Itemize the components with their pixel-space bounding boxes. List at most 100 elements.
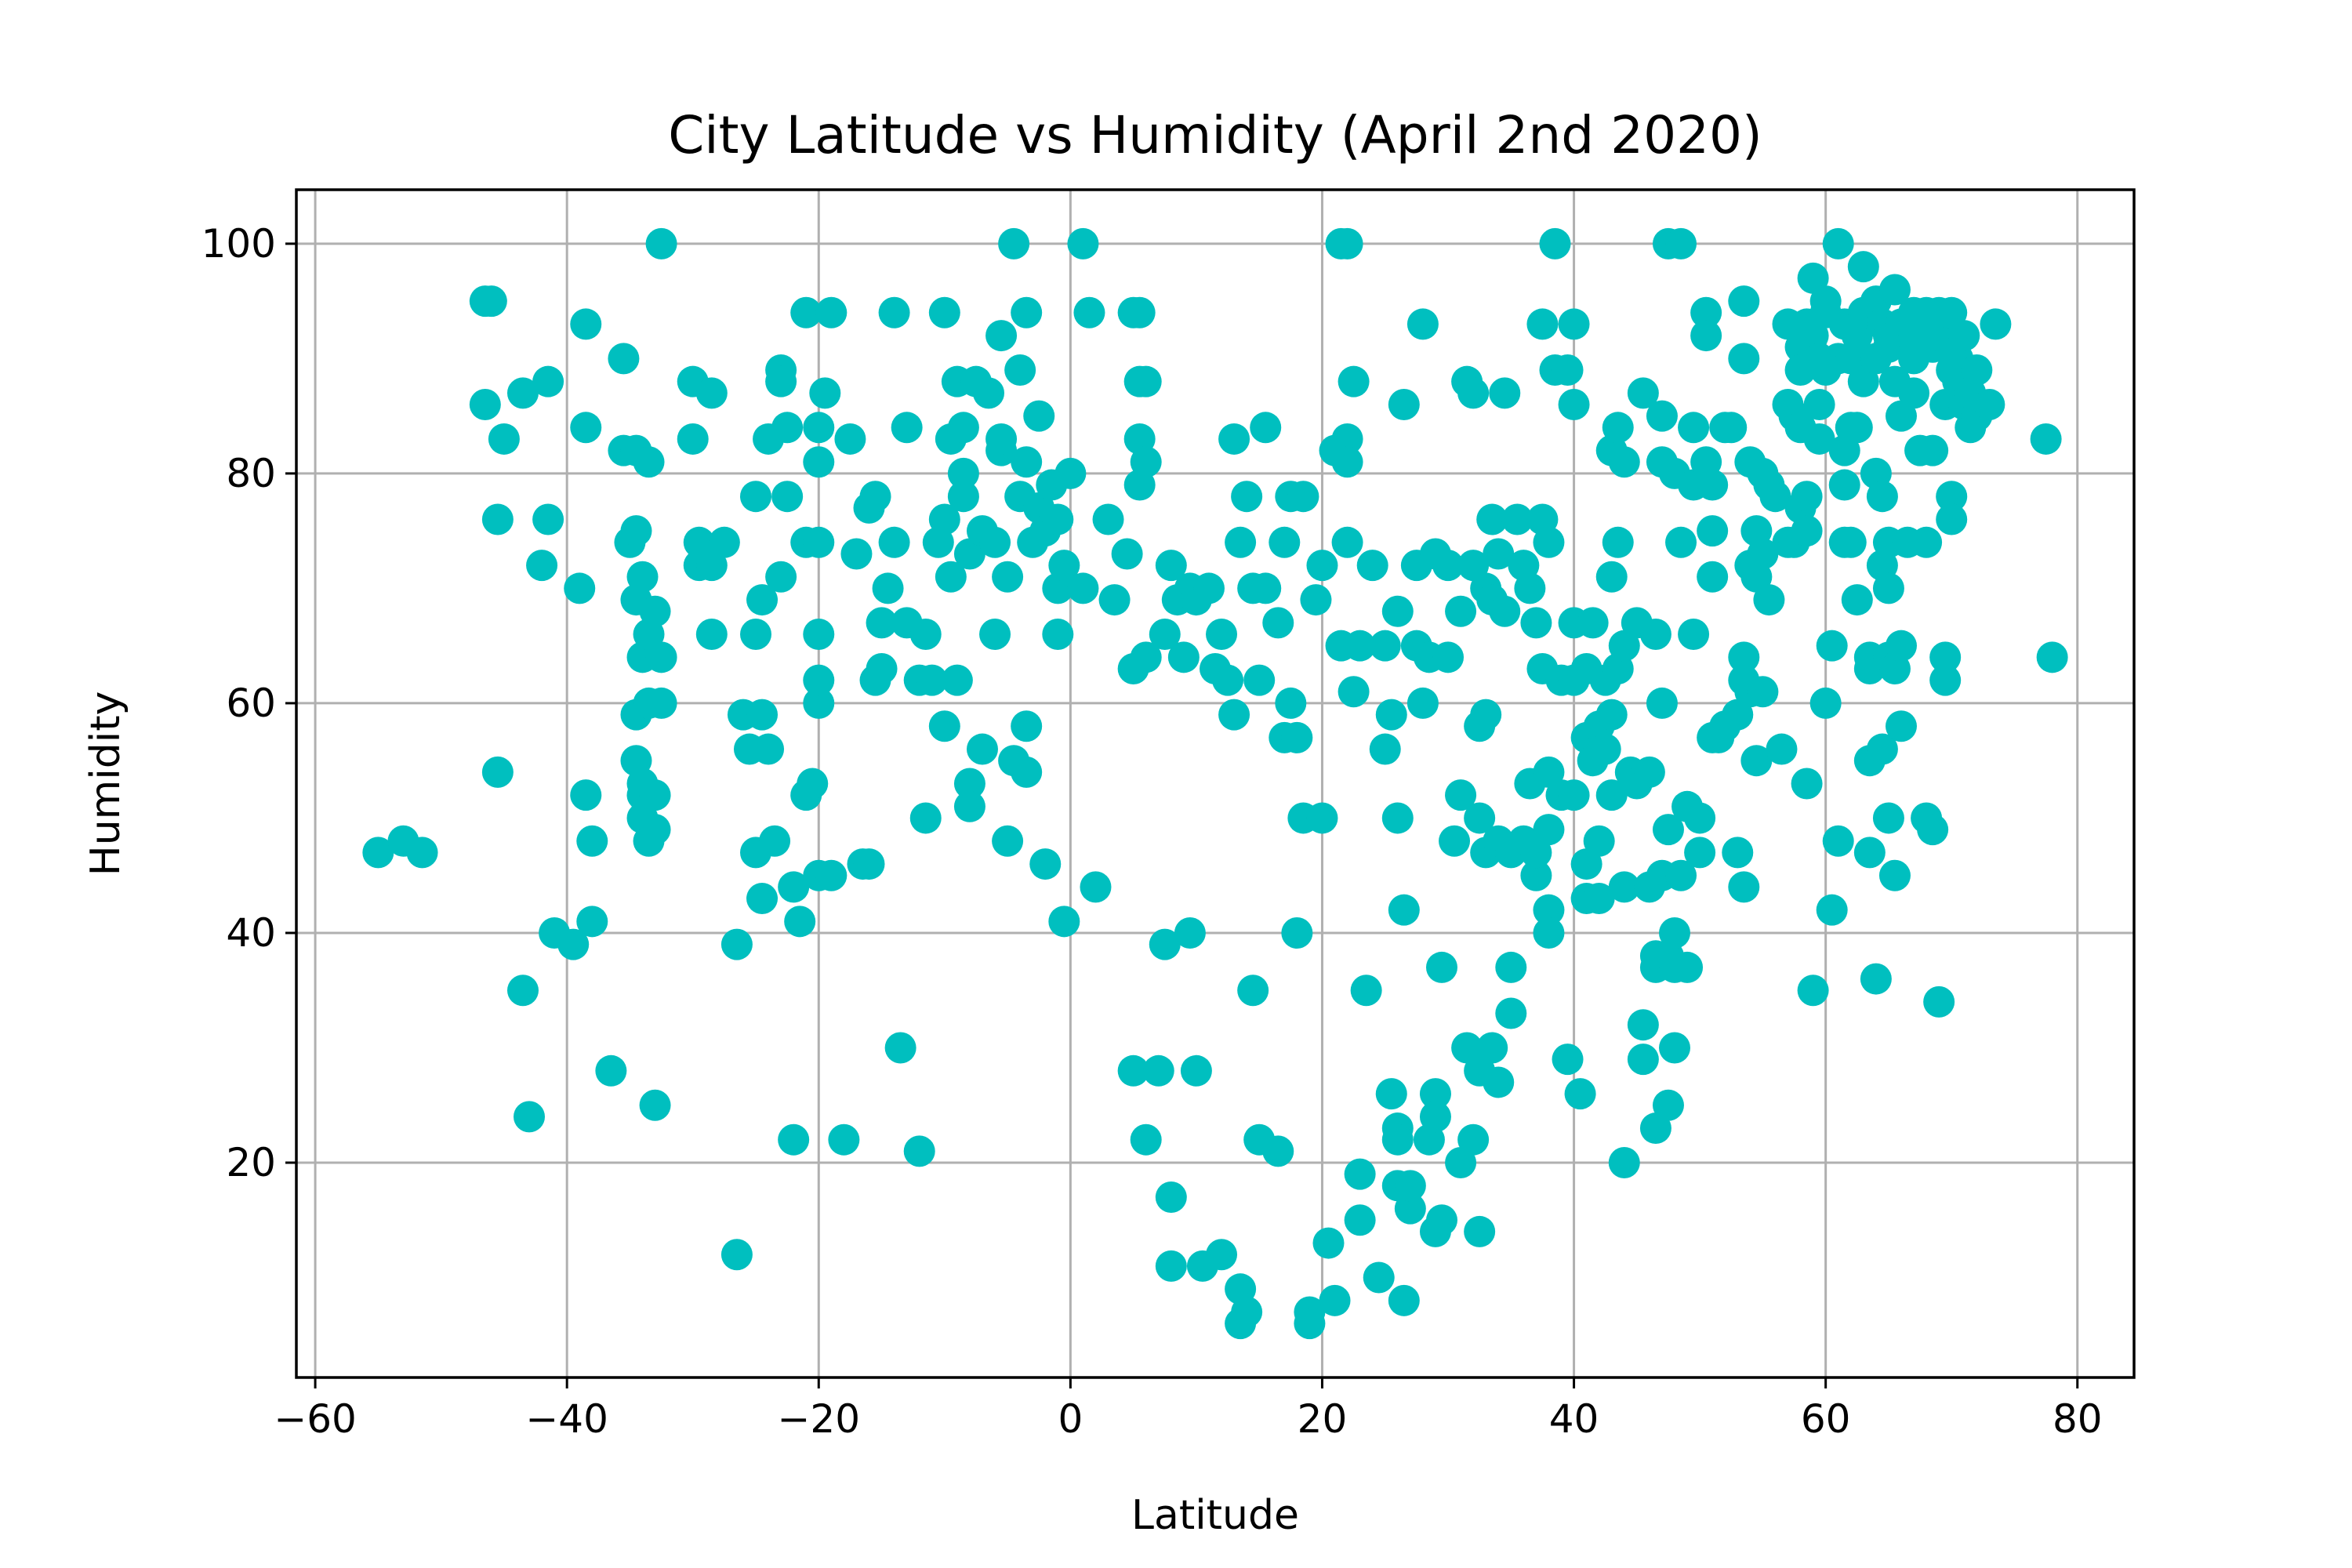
- data-point: [1747, 538, 1779, 570]
- data-point: [1331, 526, 1363, 558]
- data-point: [639, 1089, 671, 1121]
- data-point: [1476, 1032, 1508, 1064]
- data-point: [1697, 469, 1729, 501]
- x-tick-label: 60: [1801, 1396, 1851, 1442]
- data-point: [2030, 423, 2062, 455]
- y-tick-label: 80: [226, 451, 276, 496]
- y-tick-label: 20: [226, 1140, 276, 1185]
- data-point: [1350, 975, 1382, 1007]
- data-point: [1250, 572, 1282, 604]
- data-point: [803, 446, 835, 478]
- data-point: [1275, 687, 1307, 719]
- data-point: [1690, 320, 1722, 352]
- data-point: [985, 320, 1018, 352]
- data-point: [992, 825, 1024, 857]
- data-point: [1464, 802, 1496, 834]
- data-point: [1697, 515, 1729, 547]
- data-point: [1489, 595, 1521, 627]
- data-point: [1602, 412, 1634, 444]
- data-point: [720, 928, 753, 960]
- data-point: [1375, 1078, 1407, 1110]
- data-point: [765, 365, 797, 397]
- data-point: [979, 619, 1011, 651]
- data-point: [1356, 550, 1388, 582]
- data-point: [1646, 400, 1678, 432]
- data-point: [909, 619, 942, 651]
- data-point: [1583, 883, 1615, 915]
- data-point: [1885, 630, 1917, 662]
- data-point: [1381, 802, 1414, 834]
- data-point: [1394, 1192, 1426, 1225]
- data-point: [481, 756, 514, 788]
- data-point: [1262, 607, 1294, 639]
- data-point: [1338, 676, 1370, 708]
- data-point: [790, 296, 822, 328]
- data-point: [1457, 1123, 1490, 1156]
- data-point: [1639, 1112, 1671, 1145]
- data-point: [1130, 641, 1162, 673]
- data-point: [570, 308, 602, 340]
- data-point: [1841, 412, 1873, 444]
- data-point: [1627, 1044, 1659, 1076]
- data-point: [576, 906, 608, 938]
- data-point: [1262, 1135, 1294, 1167]
- data-point: [1344, 1204, 1376, 1236]
- data-point: [406, 837, 438, 869]
- x-tick-label: −40: [525, 1396, 608, 1442]
- data-point: [1860, 963, 1892, 995]
- data-point: [753, 733, 785, 765]
- data-point: [947, 457, 979, 489]
- data-point: [564, 572, 596, 604]
- data-point: [1728, 285, 1760, 318]
- data-point: [1520, 837, 1552, 869]
- data-point: [1558, 779, 1590, 811]
- data-point: [909, 802, 942, 834]
- data-point: [1394, 1170, 1426, 1202]
- data-point: [1331, 423, 1363, 455]
- data-point: [1451, 1032, 1483, 1064]
- data-point: [1080, 871, 1112, 903]
- data-point: [953, 538, 985, 570]
- data-point: [1803, 423, 1835, 455]
- data-point: [1073, 296, 1105, 328]
- data-point: [1728, 871, 1760, 903]
- data-point: [506, 975, 539, 1007]
- data-point: [1639, 619, 1671, 651]
- data-point: [1936, 481, 1968, 513]
- data-point: [1011, 296, 1043, 328]
- data-point: [884, 1032, 916, 1064]
- data-point: [475, 285, 507, 318]
- data-point: [1552, 1044, 1584, 1076]
- data-point: [1917, 434, 1949, 466]
- data-point: [1011, 710, 1043, 742]
- data-point: [1369, 630, 1401, 662]
- data-point: [1878, 859, 1911, 891]
- data-point: [1167, 641, 1200, 673]
- data-point: [1753, 584, 1785, 616]
- data-point: [1936, 296, 1968, 328]
- data-point: [1533, 916, 1565, 949]
- data-point: [1539, 227, 1571, 260]
- data-point: [1633, 756, 1665, 788]
- data-point: [746, 699, 779, 731]
- data-point: [595, 1054, 627, 1087]
- data-point: [1250, 412, 1282, 444]
- data-point: [1872, 572, 1904, 604]
- data-point: [1331, 227, 1363, 260]
- data-point: [1822, 825, 1854, 857]
- data-point: [834, 423, 866, 455]
- data-point: [935, 561, 967, 593]
- data-point: [1294, 1308, 1326, 1340]
- data-point: [570, 779, 602, 811]
- data-point: [1690, 296, 1722, 328]
- data-point: [2036, 641, 2068, 673]
- data-point: [1828, 469, 1860, 501]
- data-point: [1011, 756, 1043, 788]
- data-point: [953, 790, 985, 822]
- data-point: [1483, 1066, 1515, 1098]
- data-point: [639, 814, 671, 846]
- data-point: [973, 377, 1005, 409]
- data-point: [532, 503, 564, 535]
- data-point: [1300, 584, 1332, 616]
